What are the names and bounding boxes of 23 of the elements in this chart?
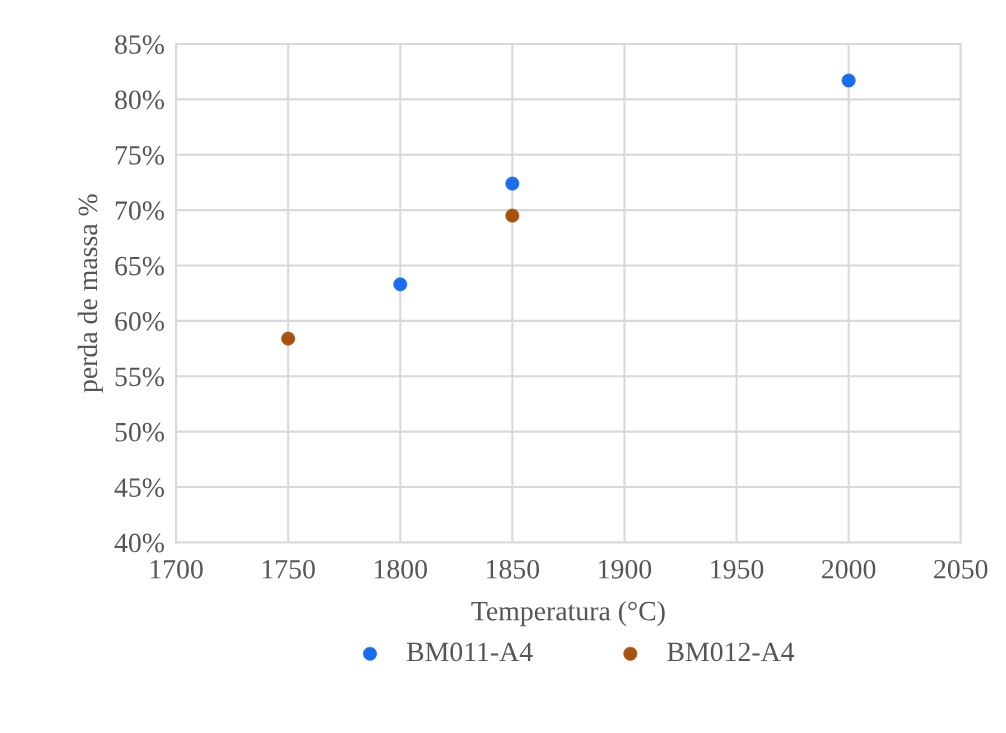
y-tick-label: 55%: [115, 367, 164, 387]
x-tick-label: 1900: [599, 559, 652, 579]
y-tick-label: 50%: [115, 422, 164, 442]
y-axis-title: perda de massa %: [77, 194, 103, 393]
x-tick-label: 1850: [487, 559, 540, 579]
y-tick-label: 70%: [115, 201, 164, 221]
x-tick-label: 2050: [934, 559, 988, 579]
x-tick-label: 1800: [374, 559, 427, 579]
x-axis-title: Temperatura (°C): [471, 600, 665, 627]
y-tick-label: 65%: [115, 256, 164, 276]
x-tick-label: 2000: [822, 559, 876, 579]
y-tick-label: 45%: [114, 478, 164, 498]
y-tick-label: 85%: [115, 35, 164, 54]
y-tick-label: 60%: [115, 312, 164, 331]
point: [841, 73, 856, 88]
y-tick-label: 80%: [115, 90, 164, 110]
x-tick-label: 1950: [711, 559, 764, 579]
y-tick-label: 75%: [115, 145, 164, 165]
legend-label: BM011-A4: [406, 642, 533, 662]
y-tick-label: 40%: [114, 533, 164, 553]
x-tick-label: 1750: [262, 559, 315, 579]
x-tick-label: 1700: [150, 559, 203, 579]
legend-label: BM012-A4: [667, 642, 795, 662]
